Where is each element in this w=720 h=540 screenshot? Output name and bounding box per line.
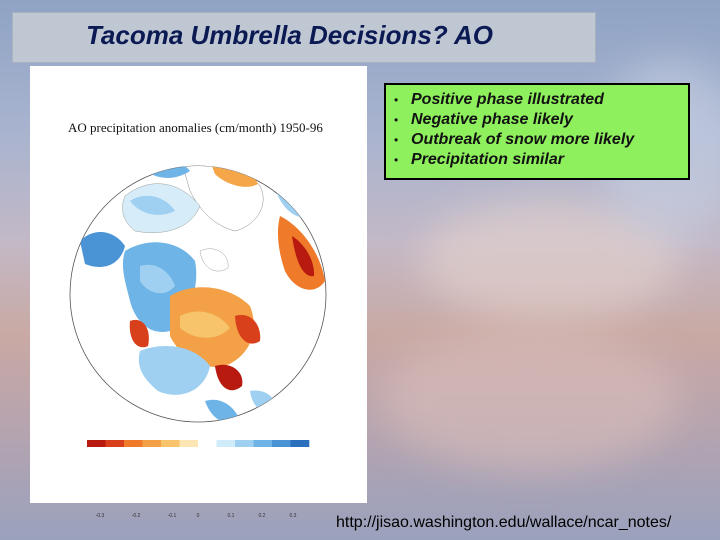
bullet-item: • Precipitation similar <box>394 150 688 170</box>
map-panel: AO precipitation anomalies (cm/month) 19… <box>30 66 367 519</box>
colorbar-swatch <box>235 440 254 447</box>
bullet-text: Positive phase illustrated <box>411 91 604 108</box>
bullet-icon: • <box>394 93 399 107</box>
colorbar-swatch <box>216 440 236 447</box>
bullet-item: • Positive phase illustrated <box>394 90 688 110</box>
bullet-text: Outbreak of snow more likely <box>411 131 635 148</box>
colorbar-label: 0 <box>196 513 200 519</box>
map-title: AO precipitation anomalies (cm/month) 19… <box>68 120 323 135</box>
colorbar-label: 0.3 <box>289 513 297 519</box>
source-url: http://jisao.washington.edu/wallace/ncar… <box>336 514 672 531</box>
colorbar <box>87 440 310 447</box>
colorbar-swatch <box>124 440 143 447</box>
bullet-box: • Positive phase illustrated • Negative ph… <box>384 83 690 180</box>
bullet-item: • Negative phase likely <box>394 110 688 130</box>
colorbar-swatch <box>87 440 106 447</box>
colorbar-label: 0.1 <box>227 513 235 519</box>
background-cloud <box>380 330 680 470</box>
colorbar-swatch <box>290 440 310 447</box>
bullet-icon: • <box>394 133 399 147</box>
colorbar-swatch <box>161 440 180 447</box>
colorbar-label: -0.1 <box>167 513 177 519</box>
bullet-icon: • <box>394 153 399 167</box>
colorbar-swatch <box>253 440 273 447</box>
title-box <box>12 12 596 63</box>
colorbar-label: 0.2 <box>258 513 266 519</box>
colorbar-swatch <box>272 440 291 447</box>
colorbar-swatch <box>142 440 162 447</box>
slide-title: Tacoma Umbrella Decisions? AO <box>86 20 493 50</box>
bullet-item: • Outbreak of snow more likely <box>394 130 688 150</box>
colorbar-label: -0.2 <box>131 513 141 519</box>
bullet-text: Precipitation similar <box>411 151 564 168</box>
bullet-icon: • <box>394 113 399 127</box>
colorbar-swatch <box>105 440 125 447</box>
colorbar-label: -0.3 <box>95 513 105 519</box>
colorbar-swatch <box>179 440 199 447</box>
precipitation-map <box>69 165 327 447</box>
colorbar-swatch <box>198 440 217 447</box>
bullet-text: Negative phase likely <box>411 111 573 128</box>
